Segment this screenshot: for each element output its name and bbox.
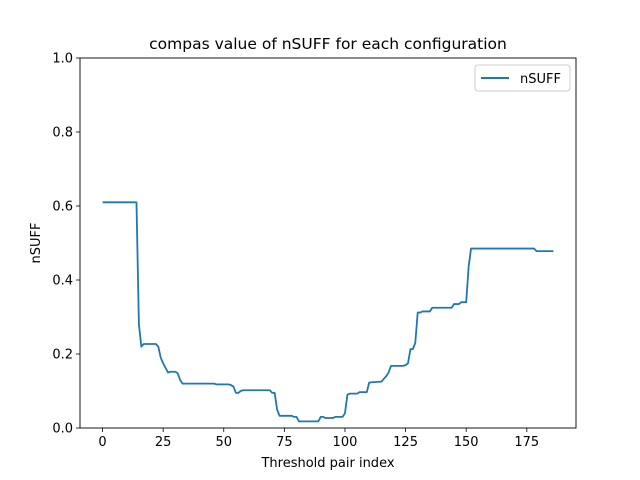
x-axis-ticks: 0 25 50 75 100 125 150 175 [98,428,539,450]
legend-label-nsuff: nSUFF [520,72,561,87]
y-tick-label: 0.8 [52,126,73,141]
y-axis-label: nSUFF [29,223,44,264]
chart-title: compas value of nSUFF for each configura… [149,35,507,53]
y-tick-label: 0.6 [52,200,73,215]
x-tick-label: 25 [155,435,172,450]
plot-area [80,58,576,428]
x-tick-label: 125 [393,435,418,450]
axes-frame [79,57,577,429]
legend-box [474,64,571,92]
x-tick-label: 0 [98,435,106,450]
series-line-nsuff [102,201,554,423]
y-tick-label: 1.0 [52,52,73,67]
y-tick-label: 0.0 [52,422,73,437]
legend: nSUFF [474,64,571,92]
x-tick-label: 75 [276,435,293,450]
y-axis-ticks: 0.0 0.2 0.4 0.6 0.8 1.0 [52,52,80,437]
x-tick-label: 175 [514,435,539,450]
series-layer [102,201,554,423]
x-tick-label: 100 [333,435,358,450]
y-tick-label: 0.2 [52,348,73,363]
x-tick-label: 50 [215,435,232,450]
x-axis-label: Threshold pair index [260,456,394,471]
y-tick-label: 0.4 [52,274,73,289]
x-tick-label: 150 [454,435,479,450]
